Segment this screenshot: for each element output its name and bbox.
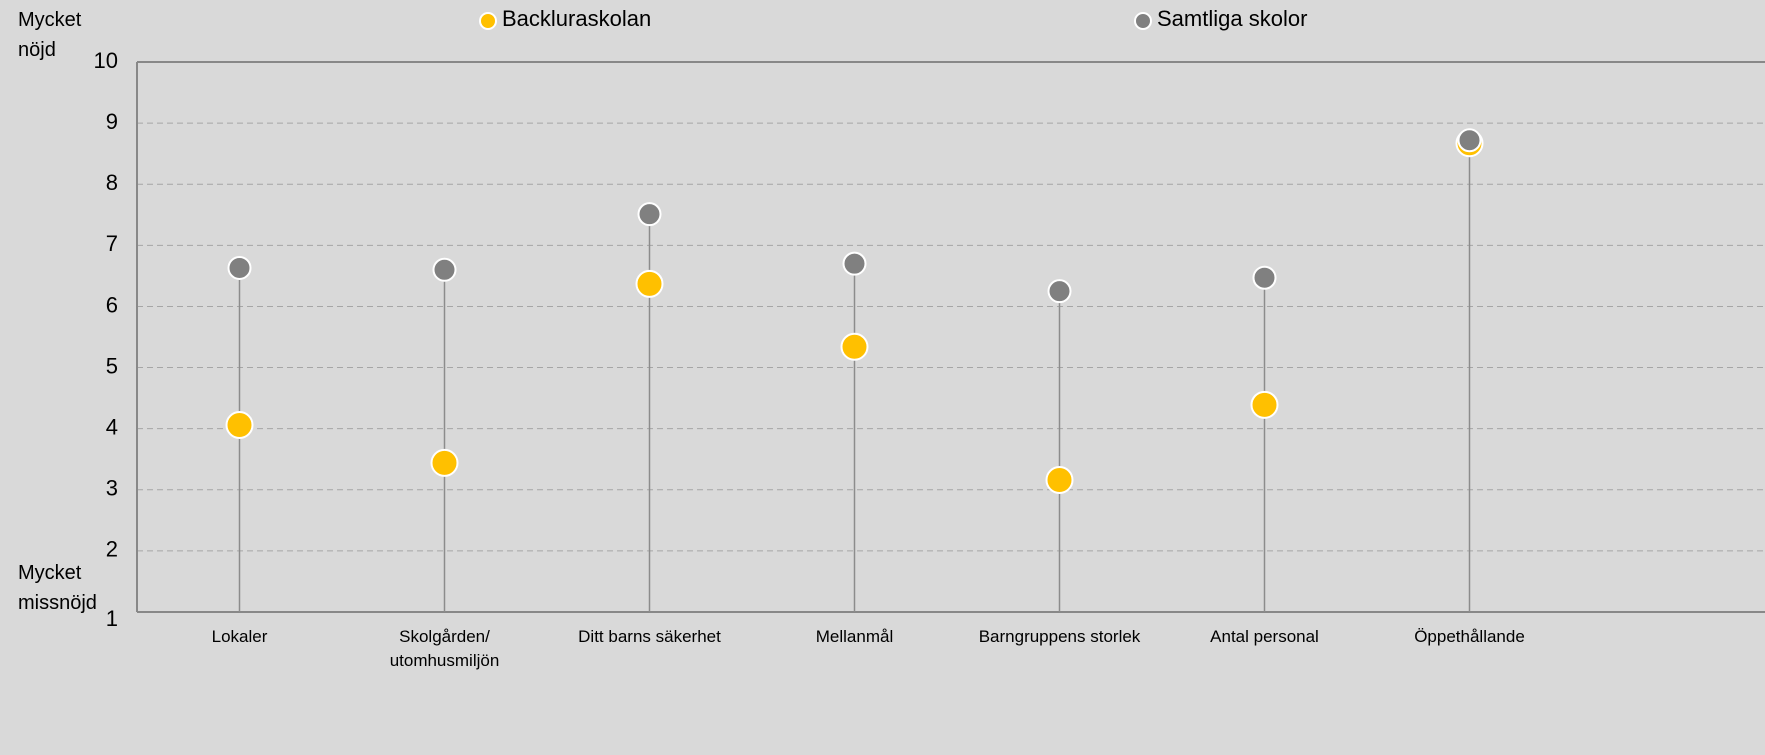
y-tick-label: 7 [106,231,118,256]
annotation-bottom: Mycket missnöjd [18,562,97,614]
x-tick-label: Barngruppens storlek [978,627,1141,646]
x-tick-label: Öppethållande [1414,627,1525,646]
x-tick-label: Lokaler [211,627,268,646]
legend-marker [479,12,497,30]
y-tick-label: 3 [106,476,118,501]
dot [1047,279,1072,304]
dot [227,255,252,280]
y-tick-label: 1 [106,606,118,631]
y-tick-label: 9 [106,109,118,134]
x-tick-label: Ditt barns säkerhet [578,627,721,646]
dot [840,332,869,361]
legend-marker [1134,12,1152,30]
dot [1250,390,1279,419]
legend-label: Samtliga skolor [1157,6,1307,31]
dot [1457,128,1482,153]
legend-label: Backluraskolan [502,6,651,31]
y-tick-label: 5 [106,353,118,378]
dot [1252,265,1277,290]
dot [432,257,457,282]
y-tick-label: 2 [106,537,118,562]
annotation-top: Mycket nöjd [18,9,82,61]
dot [1045,466,1074,494]
x-tick-label: Skolgården/ utomhusmiljön [389,627,500,670]
dot [842,251,867,276]
dot [637,202,662,227]
dot [635,269,664,298]
x-tick-label: Mellanmål [815,627,894,646]
dot [430,448,459,477]
x-tick-label: Antal personal [1210,627,1319,646]
y-tick-label: 6 [106,292,118,317]
y-tick-label: 10 [94,48,118,73]
y-tick-label: 4 [106,414,118,439]
dot [225,411,254,439]
y-tick-label: 8 [106,170,118,195]
